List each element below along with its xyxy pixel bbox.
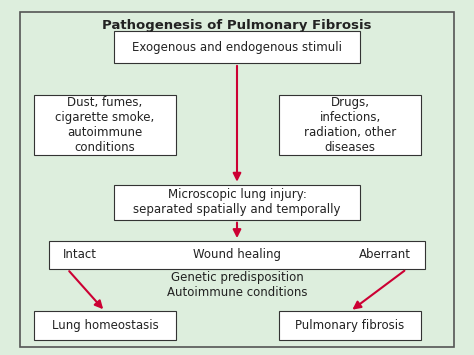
FancyBboxPatch shape [115, 31, 359, 63]
Text: Exogenous and endogenous stimuli: Exogenous and endogenous stimuli [132, 41, 342, 54]
Text: Wound healing: Wound healing [193, 248, 281, 262]
Text: Pathogenesis of Pulmonary Fibrosis: Pathogenesis of Pulmonary Fibrosis [102, 19, 372, 32]
FancyBboxPatch shape [279, 311, 421, 339]
FancyBboxPatch shape [115, 185, 359, 220]
Text: Lung homeostasis: Lung homeostasis [52, 319, 158, 332]
Text: Intact: Intact [63, 248, 97, 262]
Text: Genetic predisposition
Autoimmune conditions: Genetic predisposition Autoimmune condit… [167, 271, 307, 299]
Text: Microscopic lung injury:
separated spatially and temporally: Microscopic lung injury: separated spati… [133, 188, 341, 216]
FancyBboxPatch shape [35, 311, 176, 339]
Text: Dust, fumes,
cigarette smoke,
autoimmune
conditions: Dust, fumes, cigarette smoke, autoimmune… [55, 95, 155, 154]
FancyBboxPatch shape [35, 95, 176, 155]
Text: Drugs,
infections,
radiation, other
diseases: Drugs, infections, radiation, other dise… [304, 95, 396, 154]
Text: Pulmonary fibrosis: Pulmonary fibrosis [295, 319, 405, 332]
Text: Aberrant: Aberrant [359, 248, 411, 262]
FancyBboxPatch shape [279, 95, 421, 155]
FancyBboxPatch shape [20, 12, 454, 346]
FancyBboxPatch shape [48, 241, 426, 269]
